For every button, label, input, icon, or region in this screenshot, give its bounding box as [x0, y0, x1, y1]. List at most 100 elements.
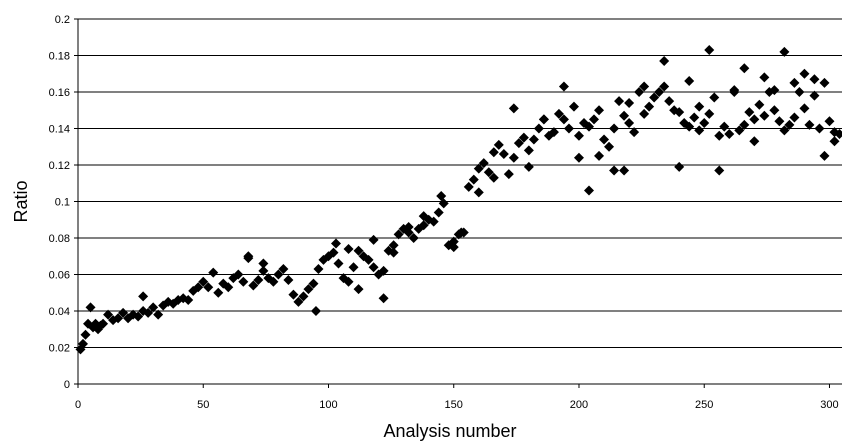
- data-point: [639, 81, 650, 92]
- data-point: [694, 101, 705, 112]
- data-point: [774, 116, 785, 127]
- data-points: [75, 45, 842, 355]
- data-point: [393, 229, 404, 240]
- data-point: [649, 92, 660, 103]
- data-point: [208, 267, 219, 278]
- data-point: [483, 167, 494, 178]
- data-point: [343, 243, 354, 254]
- data-point: [310, 306, 321, 316]
- data-point: [804, 119, 815, 130]
- data-point: [388, 247, 399, 258]
- data-point: [548, 127, 559, 138]
- y-tick-label: 0.02: [49, 343, 70, 355]
- data-point: [223, 282, 234, 293]
- data-point: [538, 114, 549, 125]
- data-point: [148, 302, 159, 313]
- data-point: [488, 147, 499, 158]
- data-point: [694, 125, 705, 136]
- y-tick-label: 0.12: [49, 160, 70, 172]
- y-tick-label: 0.16: [49, 87, 70, 99]
- data-point: [624, 97, 635, 108]
- data-point: [639, 108, 650, 119]
- data-point: [98, 318, 109, 329]
- data-point: [779, 125, 790, 136]
- data-point: [609, 123, 620, 134]
- data-point: [734, 125, 745, 136]
- data-point: [799, 103, 810, 114]
- data-point: [739, 119, 750, 130]
- data-point: [368, 262, 379, 273]
- data-point: [133, 311, 144, 322]
- data-point: [523, 145, 534, 156]
- x-tick-label: 200: [570, 399, 588, 411]
- data-point: [343, 276, 354, 287]
- data-point: [779, 46, 790, 57]
- data-point: [143, 307, 154, 318]
- data-point: [418, 211, 429, 222]
- data-point: [113, 313, 124, 324]
- data-point: [794, 87, 805, 97]
- data-point: [674, 107, 685, 118]
- x-tick-label: 100: [319, 399, 337, 411]
- data-point: [584, 185, 595, 196]
- data-point: [659, 81, 670, 92]
- data-point: [594, 150, 605, 161]
- data-point: [754, 99, 765, 110]
- data-point: [604, 141, 615, 152]
- data-point: [834, 128, 842, 139]
- data-point: [619, 165, 630, 176]
- y-tick-label: 0: [64, 379, 70, 391]
- data-point: [403, 222, 414, 233]
- data-point: [634, 87, 645, 97]
- data-point: [378, 293, 389, 304]
- data-point: [749, 114, 760, 125]
- data-point: [704, 45, 715, 56]
- data-point: [193, 282, 204, 293]
- data-point: [498, 149, 509, 160]
- data-point: [503, 169, 514, 180]
- data-point: [659, 55, 670, 66]
- data-point: [278, 264, 289, 275]
- data-point: [508, 152, 519, 163]
- x-tick-label: 50: [197, 399, 209, 411]
- data-point: [614, 96, 625, 107]
- data-point: [809, 74, 820, 85]
- data-point: [719, 121, 730, 132]
- data-point: [513, 138, 524, 149]
- data-point: [664, 96, 675, 107]
- data-point: [368, 234, 379, 245]
- data-point: [624, 118, 635, 129]
- data-point: [619, 110, 630, 121]
- data-point: [729, 85, 740, 96]
- y-tick-label: 0.04: [49, 306, 70, 318]
- data-point: [769, 105, 780, 116]
- data-point: [789, 77, 800, 88]
- data-point: [558, 114, 569, 125]
- data-point: [243, 251, 254, 262]
- data-point: [819, 150, 830, 161]
- data-point: [253, 274, 264, 285]
- data-point: [829, 136, 840, 147]
- data-point: [408, 233, 419, 243]
- data-point: [533, 123, 544, 134]
- x-tick-label: 250: [695, 399, 713, 411]
- data-point: [138, 291, 149, 302]
- data-point: [629, 127, 640, 138]
- data-point: [784, 119, 795, 130]
- data-point: [85, 302, 96, 313]
- data-point: [153, 309, 164, 320]
- data-point: [348, 262, 359, 273]
- data-point: [258, 258, 269, 269]
- data-point: [573, 152, 584, 163]
- data-point: [749, 136, 760, 147]
- y-tick-label: 0.08: [49, 233, 70, 245]
- data-point: [684, 121, 695, 132]
- data-point: [433, 207, 444, 218]
- data-point: [378, 265, 389, 276]
- data-point: [563, 123, 574, 134]
- data-point: [814, 123, 825, 134]
- data-point: [273, 269, 284, 280]
- data-point: [333, 258, 344, 269]
- data-point: [599, 134, 610, 145]
- data-point: [689, 112, 700, 123]
